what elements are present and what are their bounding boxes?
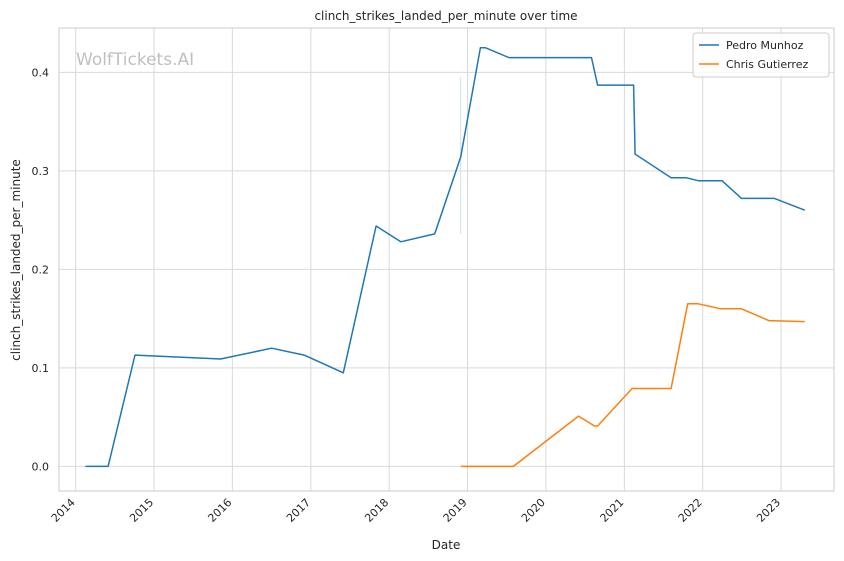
y-tick-labels: 0.0 0.1 0.2 0.3 0.4 [32,66,50,473]
grid-layer [59,28,834,491]
y-tick-label: 0.2 [32,263,50,276]
watermark: WolfTickets.AI [76,50,194,70]
legend-box [692,32,830,78]
chart-title: clinch_strikes_landed_per_minute over ti… [314,9,577,23]
y-axis-title: clinch_strikes_landed_per_minute [9,159,23,361]
x-tick-labels: 2014 2015 2016 2017 2018 2019 2020 2021 2022 2023 [49,496,783,525]
series-line-pedro-munhoz [85,46,806,468]
y-tick-label: 0.3 [32,165,50,178]
y-tick-label: 0.0 [32,460,50,473]
y-tick-label: 0.4 [32,66,50,79]
plot-frame [58,27,835,492]
x-axis-title: Date [432,538,461,552]
y-tick-label: 0.1 [32,362,50,375]
legend: Pedro Munhoz Chris Gutierrez [692,32,830,78]
series-line-chris-gutierrez [460,303,805,468]
legend-label: Pedro Munhoz [726,39,804,52]
series-layer [85,46,806,468]
legend-label: Chris Gutierrez [726,58,808,71]
